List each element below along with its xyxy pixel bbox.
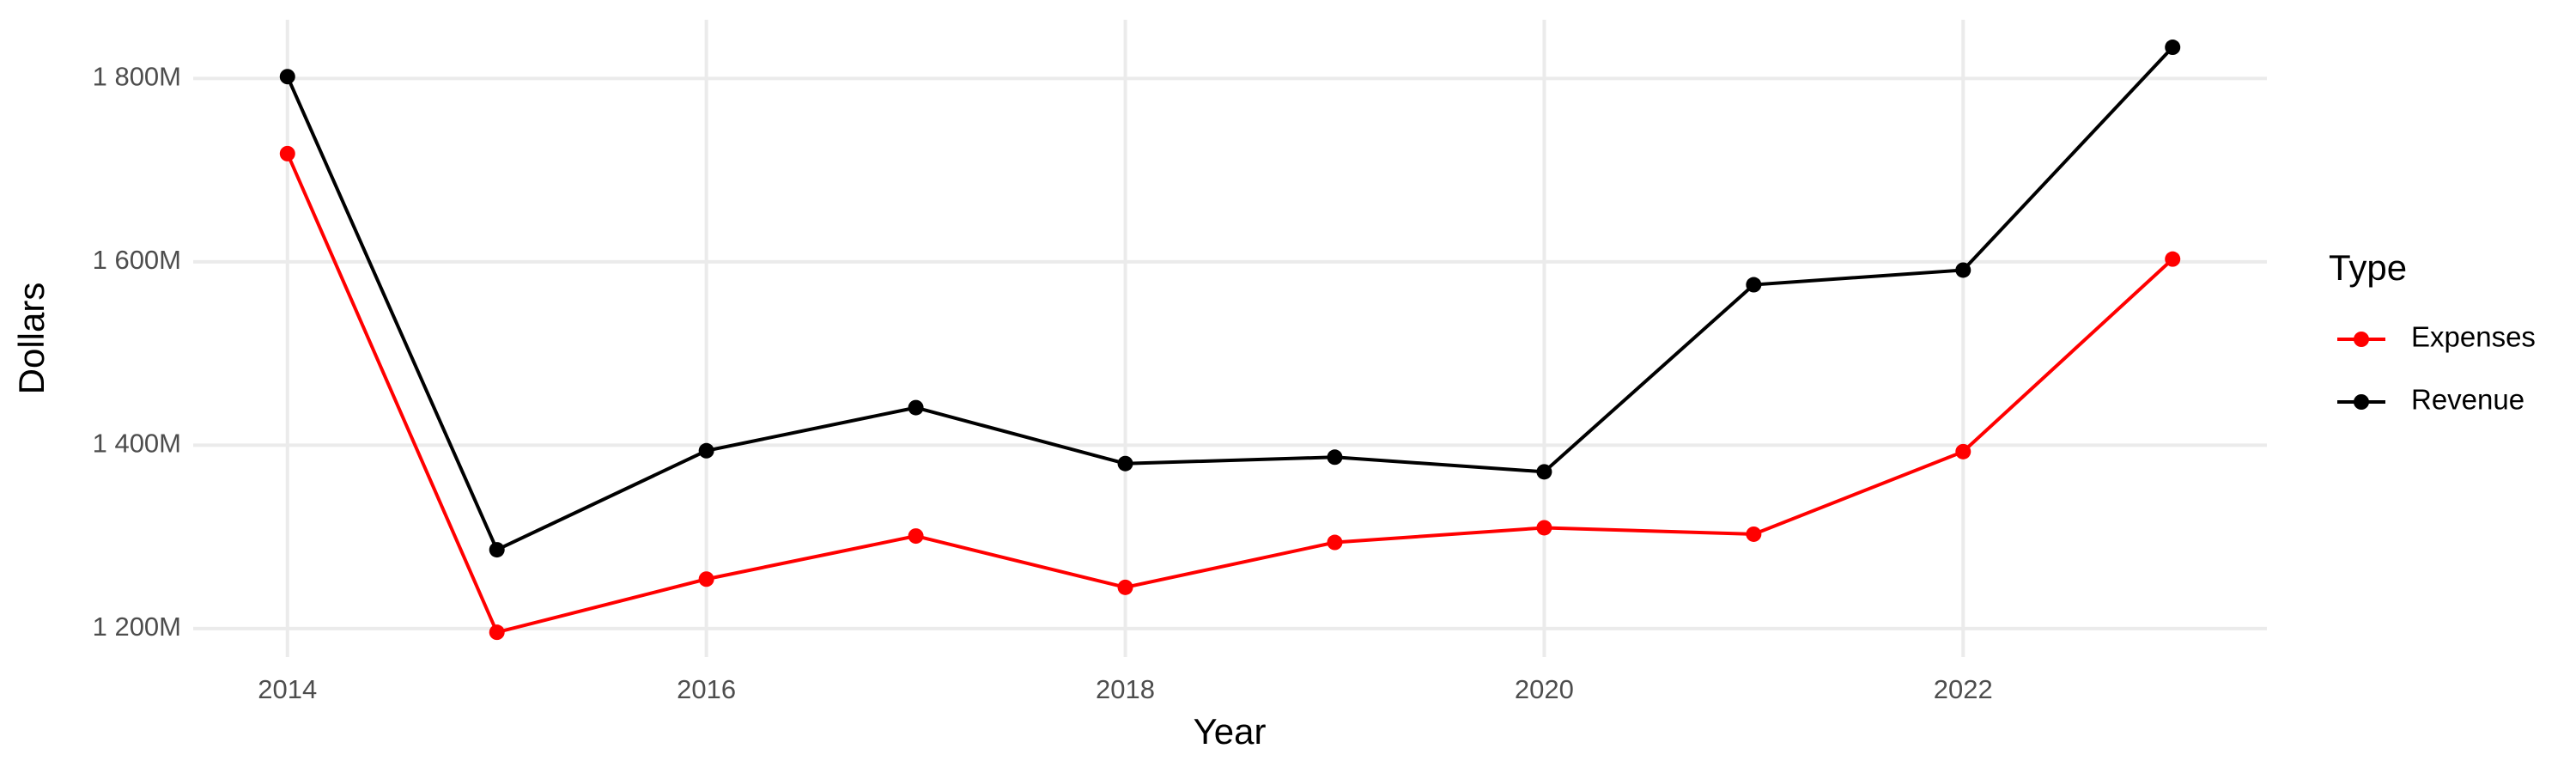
data-point xyxy=(1536,520,1552,536)
series-line xyxy=(285,153,2174,635)
data-point xyxy=(908,528,924,545)
data-point xyxy=(489,624,505,641)
y-tick-label: 1 800M xyxy=(93,62,181,92)
legend-label: Revenue xyxy=(2411,384,2524,416)
data-point xyxy=(698,571,714,587)
data-point xyxy=(1327,449,1343,466)
x-tick-label: 2020 xyxy=(1515,674,1574,704)
y-axis-title: Dollars xyxy=(11,283,52,395)
legend-title: Type xyxy=(2329,247,2407,288)
legend-label: Expenses xyxy=(2411,321,2536,353)
y-tick-label: 1 400M xyxy=(93,429,181,459)
series-line xyxy=(285,46,2174,552)
data-point xyxy=(1955,262,1971,278)
data-point xyxy=(1955,443,1971,460)
y-tick-label: 1 200M xyxy=(93,612,181,642)
data-point xyxy=(279,145,295,161)
data-point xyxy=(2165,251,2181,267)
grid xyxy=(193,20,2267,657)
data-point xyxy=(279,69,295,85)
data-point xyxy=(1327,534,1343,551)
data-point xyxy=(1746,277,1762,293)
x-tick-label: 2018 xyxy=(1096,674,1155,704)
x-tick-label: 2016 xyxy=(677,674,736,704)
data-point xyxy=(1536,464,1552,480)
data-point xyxy=(489,542,505,558)
x-tick-label: 2022 xyxy=(1934,674,1993,704)
data-point xyxy=(698,442,714,459)
legend-swatch-point xyxy=(2354,394,2369,410)
data-point xyxy=(2165,40,2181,56)
legend-swatch-point xyxy=(2354,332,2369,347)
x-tick-label: 2014 xyxy=(258,674,317,704)
data-point xyxy=(908,399,924,416)
data-point xyxy=(1746,526,1762,542)
y-tick-label: 1 600M xyxy=(93,245,181,275)
x-axis-title: Year xyxy=(1194,711,1267,752)
data-point xyxy=(1117,455,1133,472)
data-point xyxy=(1117,579,1133,595)
